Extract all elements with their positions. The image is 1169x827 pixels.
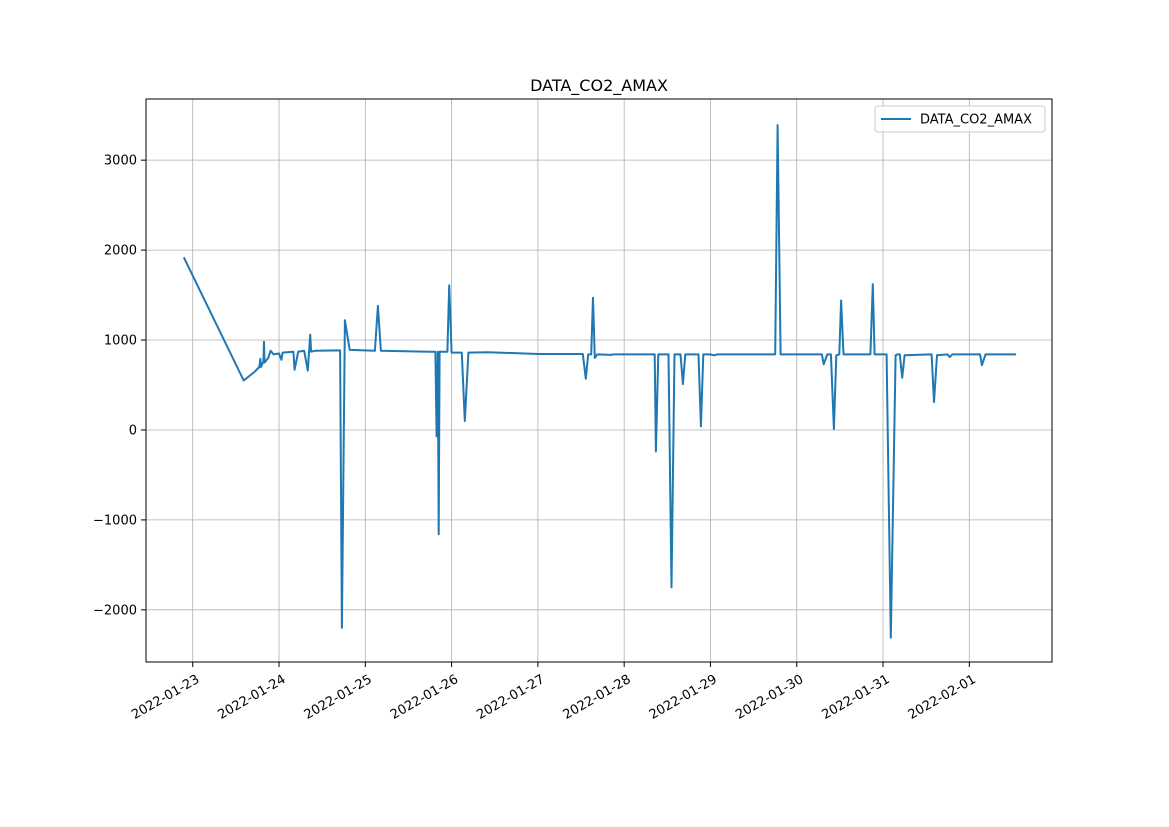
y-tick-label: 2000 xyxy=(104,244,137,259)
y-tick-label: −1000 xyxy=(93,513,137,528)
y-tick-label: 1000 xyxy=(104,334,137,349)
legend: DATA_CO2_AMAX xyxy=(874,105,1046,133)
grid xyxy=(146,99,1052,662)
y-tick-label: 3000 xyxy=(104,154,137,169)
y-tick-label: −2000 xyxy=(93,603,137,618)
series-line xyxy=(182,124,1016,639)
chart-title: DATA_CO2_AMAX xyxy=(530,76,668,96)
series-layer xyxy=(182,124,1016,639)
legend-label: DATA_CO2_AMAX xyxy=(920,113,1032,128)
legend-box xyxy=(874,105,1046,133)
plot-frame xyxy=(145,98,1053,663)
y-tick-label: 0 xyxy=(129,423,137,438)
